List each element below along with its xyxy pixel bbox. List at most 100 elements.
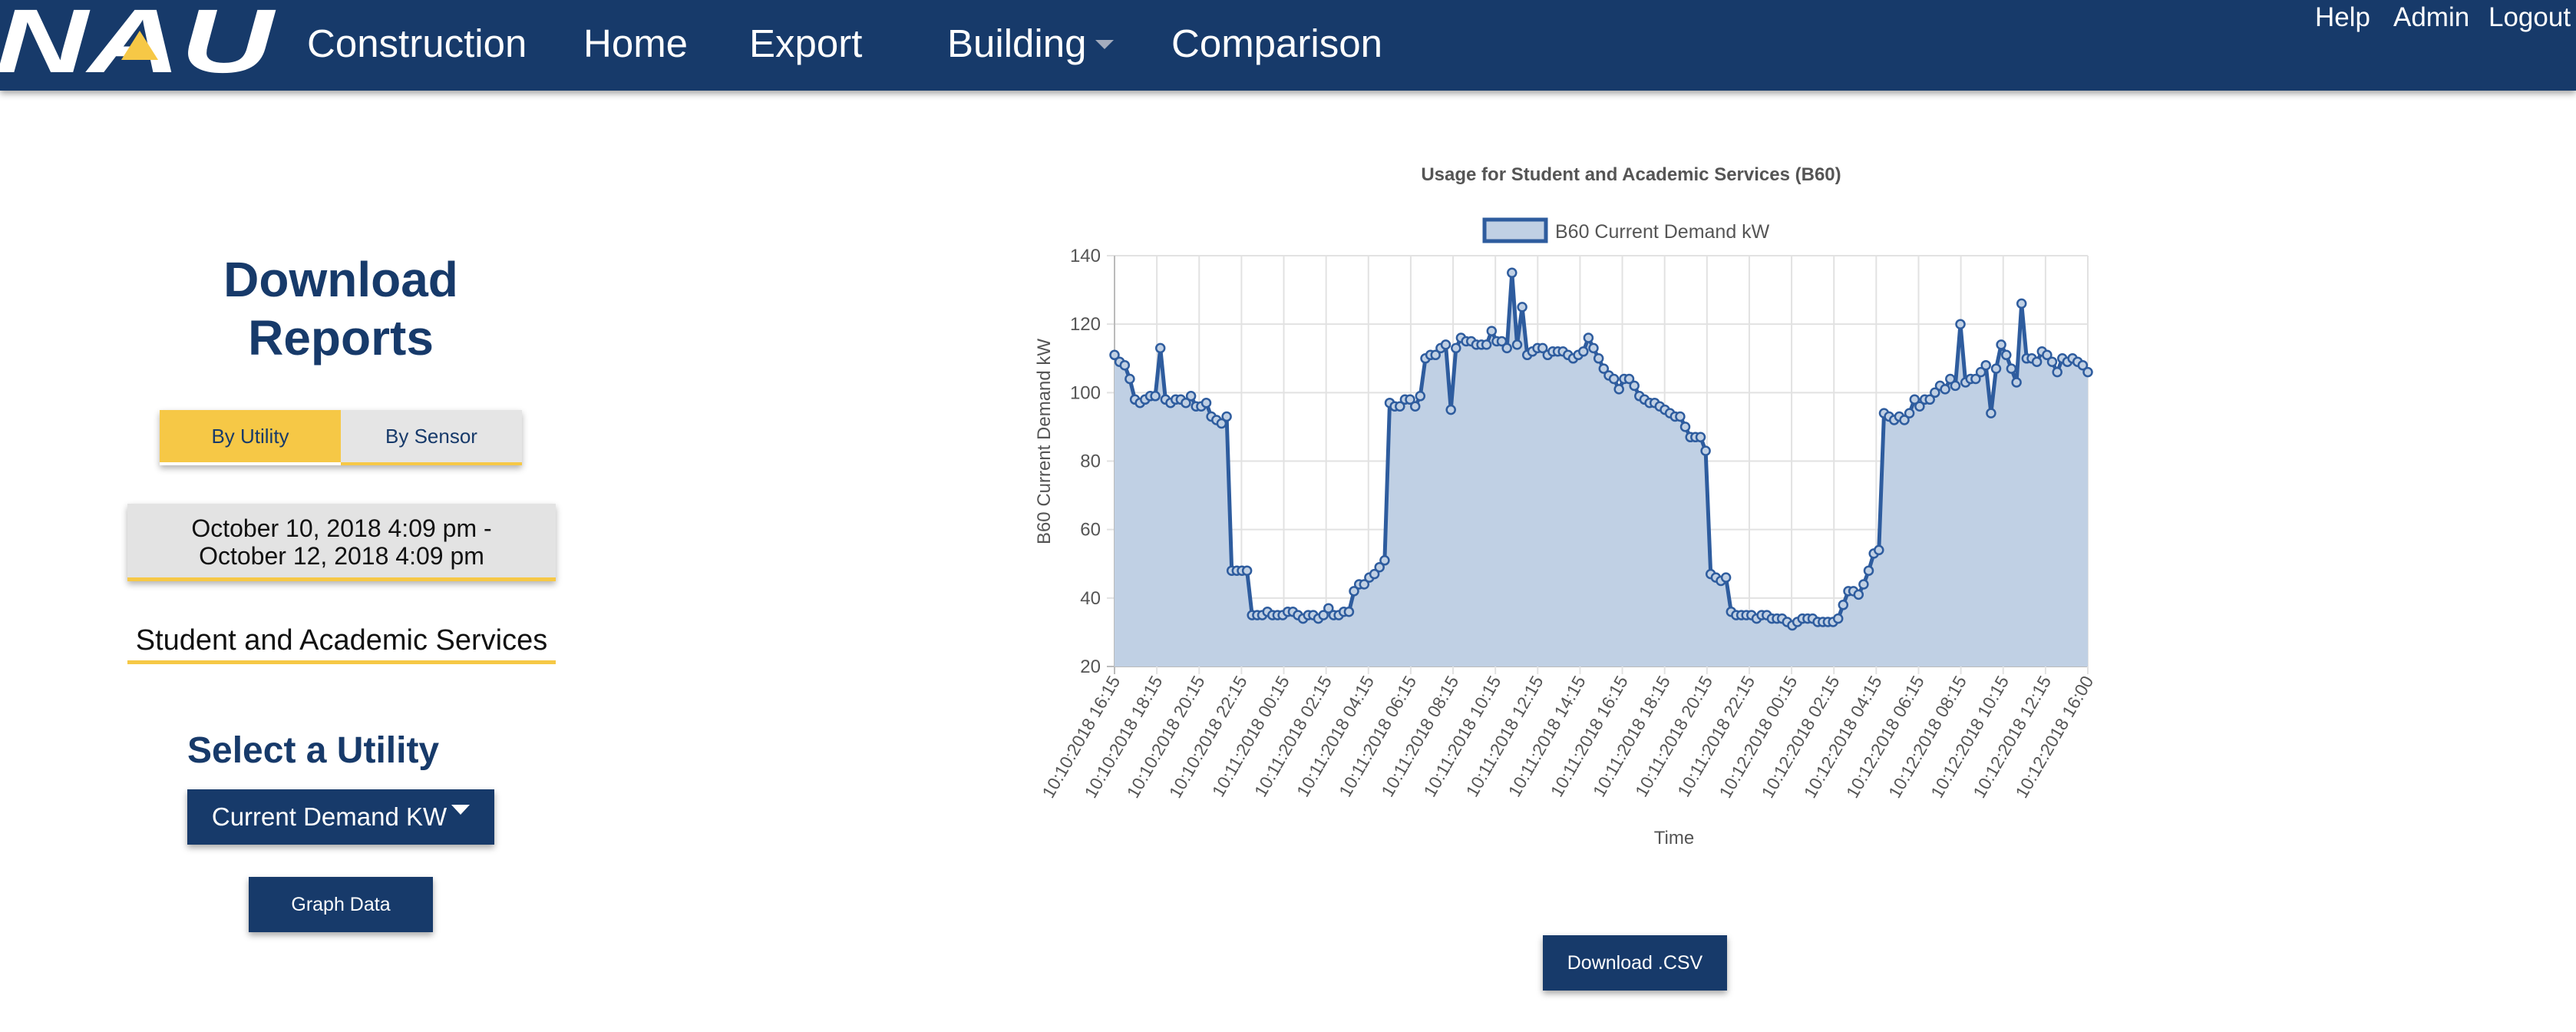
graph-data-button[interactable]: Graph Data — [249, 877, 433, 932]
data-point — [1675, 411, 1686, 422]
nav-construction[interactable]: Construction — [307, 22, 527, 65]
chevron-down-icon — [1095, 39, 1115, 49]
data-point — [1109, 349, 1120, 361]
data-point — [1379, 555, 1390, 566]
data-point — [2046, 356, 2058, 367]
data-point — [1395, 401, 1405, 412]
date-range-start: October 10, 2018 4:09 pm - — [191, 514, 492, 542]
page-title-line2: Reports — [248, 310, 434, 366]
y-tick-label: 80 — [1080, 452, 1101, 472]
by-sensor-button[interactable]: By Sensor — [341, 410, 522, 462]
data-point — [2011, 377, 2022, 388]
data-point — [1909, 394, 1920, 405]
data-point — [1216, 418, 1227, 429]
data-point — [1430, 349, 1441, 361]
data-point — [1924, 394, 1935, 405]
data-point — [1679, 422, 1691, 432]
x-tick-label: 10:11:2018 20:15 — [1631, 673, 1716, 801]
y-tick-label: 120 — [1070, 314, 1101, 335]
page-title-line1: Download — [223, 252, 458, 307]
data-point — [1150, 391, 1161, 402]
data-point — [1613, 384, 1624, 395]
data-point — [1221, 411, 1232, 422]
data-point — [2001, 349, 2012, 361]
data-point — [1181, 397, 1191, 408]
data-point — [1511, 339, 1523, 350]
x-tick-label: 10:11:2018 06:15 — [1335, 673, 1420, 801]
data-point — [2016, 298, 2027, 309]
by-utility-button[interactable]: By Utility — [160, 410, 341, 462]
data-point — [1241, 565, 1253, 576]
usage-chart: Usage for Student and Academic Services … — [1034, 164, 2097, 848]
data-point — [1996, 339, 2006, 350]
data-point — [1445, 404, 1456, 415]
data-point — [1940, 384, 1950, 395]
x-tick-label: 10:12:2018 16:00 — [2011, 673, 2097, 802]
nav-building-dropdown[interactable]: Building — [947, 17, 1115, 71]
chart-legend: B60 Current Demand kW — [1482, 217, 1770, 243]
date-range-picker[interactable]: October 10, 2018 4:09 pm - October 12, 2… — [127, 504, 556, 581]
data-point — [1986, 408, 1996, 418]
report-mode-toggle: By Utility By Sensor — [160, 410, 522, 465]
x-tick-label: 10:11:2018 10:15 — [1419, 673, 1504, 801]
data-point — [1955, 319, 1966, 329]
data-point — [1578, 346, 1589, 357]
data-point — [1481, 339, 1492, 350]
download-csv-button[interactable]: Download .CSV — [1543, 935, 1727, 991]
data-point — [1863, 565, 1874, 576]
legend-label: B60 Current Demand kW — [1555, 221, 1770, 243]
data-point — [2082, 366, 2093, 378]
x-tick-label: 10:11:2018 08:15 — [1377, 673, 1462, 801]
y-tick-label: 100 — [1070, 382, 1101, 403]
admin-link[interactable]: Admin — [2393, 2, 2470, 32]
x-tick-label: 10:11:2018 02:15 — [1250, 673, 1336, 801]
nau-logo[interactable]: NAU — [0, 0, 278, 77]
data-point — [1359, 579, 1370, 590]
data-point — [1369, 568, 1380, 580]
data-point — [1858, 579, 1869, 590]
data-point — [1349, 586, 1359, 597]
x-tick-label: 10:11:2018 18:15 — [1589, 673, 1674, 801]
data-point — [1838, 600, 1849, 610]
data-point — [1695, 432, 1706, 443]
x-tick-label: 10:11:2018 04:15 — [1293, 673, 1378, 801]
date-range-end: October 12, 2018 4:09 pm — [199, 542, 484, 570]
data-point — [2031, 356, 2043, 367]
data-point — [1318, 610, 1329, 620]
utility-dropdown[interactable]: Current Demand KW — [187, 789, 494, 845]
help-link[interactable]: Help — [2315, 2, 2370, 32]
y-axis-label: B60 Current Demand kW — [1034, 339, 1055, 544]
logout-link[interactable]: Logout — [2488, 2, 2571, 32]
data-point — [1975, 366, 1986, 378]
data-point — [1185, 391, 1197, 402]
toggle-underline — [341, 462, 522, 465]
data-point — [1899, 415, 1910, 425]
data-point — [1853, 589, 1864, 600]
data-point — [1200, 397, 1212, 408]
data-point — [1832, 613, 1844, 624]
data-point — [2006, 363, 2017, 374]
nav-comparison[interactable]: Comparison — [1171, 22, 1382, 65]
data-point — [1720, 572, 1732, 583]
data-point — [1374, 561, 1385, 573]
y-tick-label: 40 — [1080, 588, 1101, 609]
utility-dropdown-value: Current Demand KW — [211, 802, 447, 831]
data-point — [1405, 394, 1415, 405]
select-utility-heading: Select a Utility — [187, 730, 440, 771]
data-point — [1950, 380, 1961, 392]
data-point — [1945, 373, 1956, 385]
data-point — [1990, 363, 2002, 374]
page-title: Download Reports — [173, 250, 508, 367]
x-tick-label: 10:11:2018 12:15 — [1461, 673, 1547, 801]
nav-home[interactable]: Home — [583, 22, 689, 65]
data-point — [1451, 342, 1461, 354]
caret-down-icon — [451, 805, 471, 815]
nav-export[interactable]: Export — [749, 22, 863, 65]
data-point — [1415, 391, 1426, 402]
data-point — [1598, 363, 1610, 374]
data-point — [1914, 401, 1925, 412]
data-point — [2077, 359, 2089, 371]
data-point — [2052, 366, 2062, 378]
series-area — [1115, 273, 2088, 666]
data-point — [1154, 342, 1166, 354]
